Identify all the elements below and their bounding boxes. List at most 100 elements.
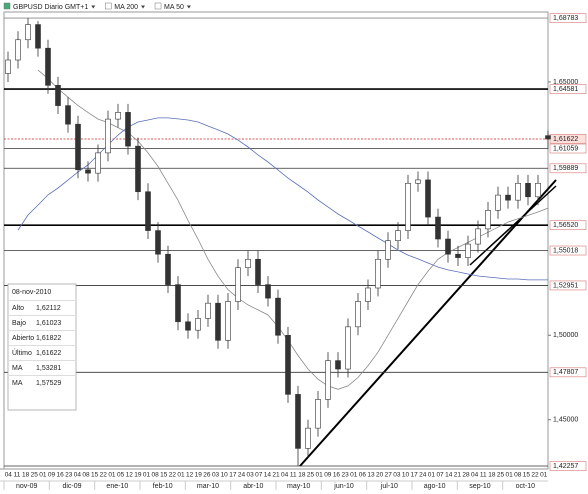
info-box (7, 283, 77, 411)
x-day-label: 01 (316, 472, 324, 479)
info-label: Alto (12, 305, 24, 312)
candle-body (85, 169, 91, 174)
x-day-label: 27 (385, 472, 393, 479)
candle-body (455, 253, 461, 258)
x-day-label: 13 (367, 472, 375, 479)
candle-body (325, 360, 331, 400)
level-label-box (549, 245, 587, 256)
x-month-label: nov-09 (16, 483, 38, 490)
info-label: Abierto (12, 335, 34, 342)
x-day-label: 17 (411, 472, 419, 479)
candle-body (435, 216, 441, 240)
candle-body (225, 301, 231, 341)
candle-body (235, 267, 241, 302)
candle-body (15, 39, 21, 61)
toolbar-label: MA 200 (114, 4, 138, 11)
x-day-label: 21 (272, 472, 280, 479)
ma-line (37, 69, 549, 390)
level-label-box (549, 461, 587, 471)
x-day-label: 07 (436, 472, 444, 479)
x-day-label: 08 (82, 472, 90, 479)
x-day-label: 26 (203, 472, 211, 479)
level-label: 1,52951 (553, 282, 578, 289)
candle-body (115, 112, 121, 120)
x-day-label: 19 (134, 472, 142, 479)
x-day-label: 11 (480, 472, 487, 479)
x-month-label: ago-10 (424, 483, 446, 490)
x-day-label: 14 (445, 472, 453, 479)
level-label-box (549, 84, 587, 94)
x-day-label: 01 (540, 472, 548, 479)
candle-body (205, 302, 211, 319)
candle-body (495, 194, 501, 211)
x-month-label: sep-10 (469, 483, 491, 490)
candle-body (165, 253, 171, 285)
info-label: MA (12, 380, 23, 387)
x-day-label: 07 (255, 472, 263, 479)
candle-body (65, 105, 71, 125)
x-month-label: jun-10 (333, 483, 354, 490)
x-day-label: 14 (264, 472, 272, 479)
x-day-label: 03 (212, 472, 220, 479)
x-day-label: 05 (117, 472, 125, 479)
info-date: 08-nov-2010 (12, 289, 51, 296)
candle-body (425, 179, 431, 218)
x-day-label: 03 (246, 472, 254, 479)
x-month-label: feb-10 (153, 483, 173, 490)
candle-body (305, 427, 311, 449)
y-tick-label: 1,65000 (553, 79, 578, 86)
info-value: 1,61822 (36, 335, 61, 342)
info-value: 1,57529 (36, 380, 61, 387)
y-tick-label: 1,50000 (553, 332, 578, 339)
level-label-box (549, 220, 587, 231)
x-day-label: 22 (169, 472, 177, 479)
x-day-label: 24 (238, 472, 246, 479)
x-day-label: 28 (462, 472, 470, 479)
level-label: 1,59889 (553, 165, 578, 172)
candle-body (525, 182, 531, 198)
x-day-label: 08 (514, 472, 522, 479)
info-label: Último (12, 348, 32, 357)
x-day-label: 09 (324, 472, 332, 479)
x-day-label: 11 (14, 472, 21, 479)
candle-body (345, 326, 351, 370)
x-day-label: 18 (488, 472, 496, 479)
info-label: Bajo (12, 320, 26, 327)
trend-line (299, 179, 557, 467)
level-label-box (549, 143, 587, 154)
candle-body (505, 194, 511, 201)
dropdown-arrow (91, 5, 96, 9)
x-day-label: 19 (195, 472, 203, 479)
x-day-label: 15 (523, 472, 531, 479)
x-day-label: 06 (359, 472, 367, 479)
level-label: 1,61622 (553, 136, 578, 143)
x-day-label: 11 (290, 472, 297, 479)
candle-body (335, 360, 341, 370)
x-day-label: 22 (100, 472, 108, 479)
level-label: 1,68783 (553, 15, 578, 22)
info-value: 1,53281 (36, 365, 61, 372)
candle-body (385, 240, 391, 260)
x-day-label: 15 (91, 472, 99, 479)
candle-body (375, 258, 381, 289)
candle-body (515, 182, 521, 201)
level-label: 1,47807 (553, 369, 578, 376)
candle-body (365, 287, 371, 302)
candle-body (545, 135, 551, 140)
level-label: 1,42257 (553, 463, 578, 470)
candle-body (245, 258, 251, 269)
candle-body (285, 334, 291, 395)
candle-body (315, 399, 321, 429)
x-day-label: 12 (126, 472, 134, 479)
x-day-label: 15 (160, 472, 168, 479)
info-value: 1,61622 (36, 350, 61, 357)
candle-body (75, 123, 81, 171)
x-day-label: 16 (333, 472, 341, 479)
candle-body (95, 152, 101, 174)
x-day-label: 23 (341, 472, 349, 479)
candle-body (185, 321, 191, 331)
x-month-label: abr-10 (243, 483, 263, 490)
candle-body (5, 59, 11, 74)
